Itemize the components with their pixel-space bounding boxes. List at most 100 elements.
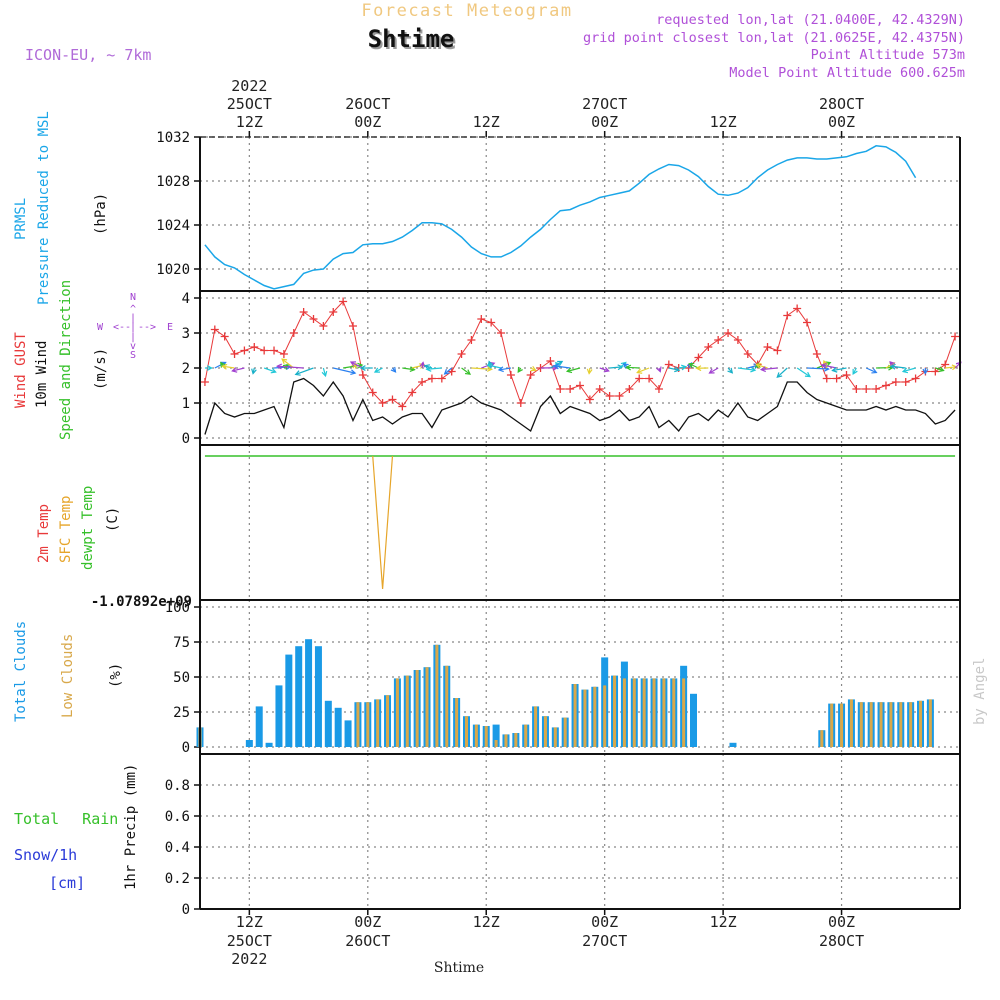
bottom-axis-year: 2022 [231,950,267,968]
wind-arrowhead [750,366,757,373]
bottom-axis-hour: 12Z [710,913,737,931]
gust-marker [368,388,377,397]
wind-arrowhead [281,358,288,364]
y-tick-label: 1 [182,396,190,412]
gust-marker [793,304,802,313]
wind-direction-arrow [471,367,492,370]
bottom-axis-hour: 00Z [828,913,855,931]
low-cloud-bar [583,689,587,747]
low-clouds-label: Low Clouds [60,634,76,718]
bottom-axis-hour: 00Z [591,913,618,931]
wind-direction-arrow [498,367,512,371]
low-cloud-bar [553,727,557,747]
wind-arrowhead [419,361,426,368]
low-cloud-bar [642,678,646,747]
wind-arrowhead [776,372,783,378]
gust-marker [437,374,446,383]
low-cloud-bar [889,702,893,747]
bottom-axis-date: 26OCT [345,932,390,950]
y-tick-label: 50 [173,670,190,686]
wind-direction-arrow [214,361,226,369]
gust-marker [348,322,357,330]
wind-direction-arrow [263,367,276,373]
top-axis-hour: 00Z [591,113,618,131]
wind-arrowhead [275,363,283,370]
header-title-front: Shtime [368,25,455,53]
gust-marker [418,378,427,386]
low-cloud-bar [573,684,577,747]
low-cloud-bar [425,667,429,747]
total-rain-label: Total Rain [14,810,118,828]
gust-marker [832,374,841,383]
gust-marker [329,308,338,316]
gust-marker [704,343,713,351]
top-axis-hour: 00Z [354,113,381,131]
snow-unit-label: [cm] [49,874,85,892]
low-cloud-bar [366,702,370,747]
total-cloud-bar [344,720,352,747]
top-axis-date: 28OCT [819,95,864,113]
low-cloud-bar [859,702,863,747]
total-cloud-bar [314,646,322,747]
gust-marker [309,315,318,323]
svg-text:W: W [97,322,104,333]
low-cloud-bar [672,678,676,747]
wind-direction-arrow [885,362,895,369]
bottom-axis-date: 27OCT [582,932,627,950]
wind-arrowhead [656,366,662,373]
station-footer: Shtime [434,960,484,976]
total-cloud-bar [690,693,698,747]
pressure-unit-label: (hPa) [93,193,109,235]
low-cloud-bar [376,699,380,747]
gust-marker [358,371,367,379]
y-tick-label: 1028 [156,174,190,190]
temperature-panel: 2m Temp SFC Temp dewpt Temp (C) -1.07892… [36,445,961,610]
wind-direction-arrow [806,367,829,370]
gust-marker [230,350,239,358]
svg-text:S: S [130,350,136,361]
wind-arrowhead [443,369,450,375]
sfc-temp-line [372,455,394,590]
wind-direction-arrow [935,367,944,372]
wind-arrowhead [938,366,945,373]
low-cloud-bar [849,699,853,747]
gust-marker [378,399,387,407]
wind-arrowhead [823,365,830,372]
gust-marker [250,343,259,351]
pressure-line [204,145,917,290]
top-axis-date: 27OCT [582,95,627,113]
temp-unit-label: (C) [105,507,121,532]
wind-arrowhead [565,367,573,374]
total-cloud-bar [285,654,293,747]
wind-arrowhead [486,366,493,372]
top-axis-hour: 00Z [828,113,855,131]
wind-arrowhead [622,363,629,369]
low-cloud-bar [494,740,498,747]
y-tick-label: 4 [182,291,190,307]
gust-marker [200,378,209,386]
wind-direction-arrow [222,365,235,369]
gust-marker [852,385,861,393]
wind-direction-arrow [554,365,571,369]
top-axis-hour: 12Z [236,113,263,131]
gust-marker [654,385,663,393]
wind-arrowhead [321,370,328,378]
wind-direction-arrow [737,367,756,371]
total-cloud-bar [324,700,332,747]
wind-arrowhead [530,365,537,372]
low-cloud-bar [840,703,844,747]
gust-marker [822,374,831,383]
total-cloud-bar [275,685,283,747]
wind-arrowhead [206,365,213,371]
gust-marker [339,297,348,306]
low-cloud-bar [504,734,508,747]
gust-marker [457,350,466,358]
wind-direction-arrow [232,367,245,372]
wind-arrowhead [688,362,695,369]
y-tick-label: 3 [182,326,190,342]
low-cloud-bar [474,724,478,747]
gust-marker [615,392,624,400]
header-title: Shtime [370,27,457,55]
low-cloud-bar [534,706,538,747]
